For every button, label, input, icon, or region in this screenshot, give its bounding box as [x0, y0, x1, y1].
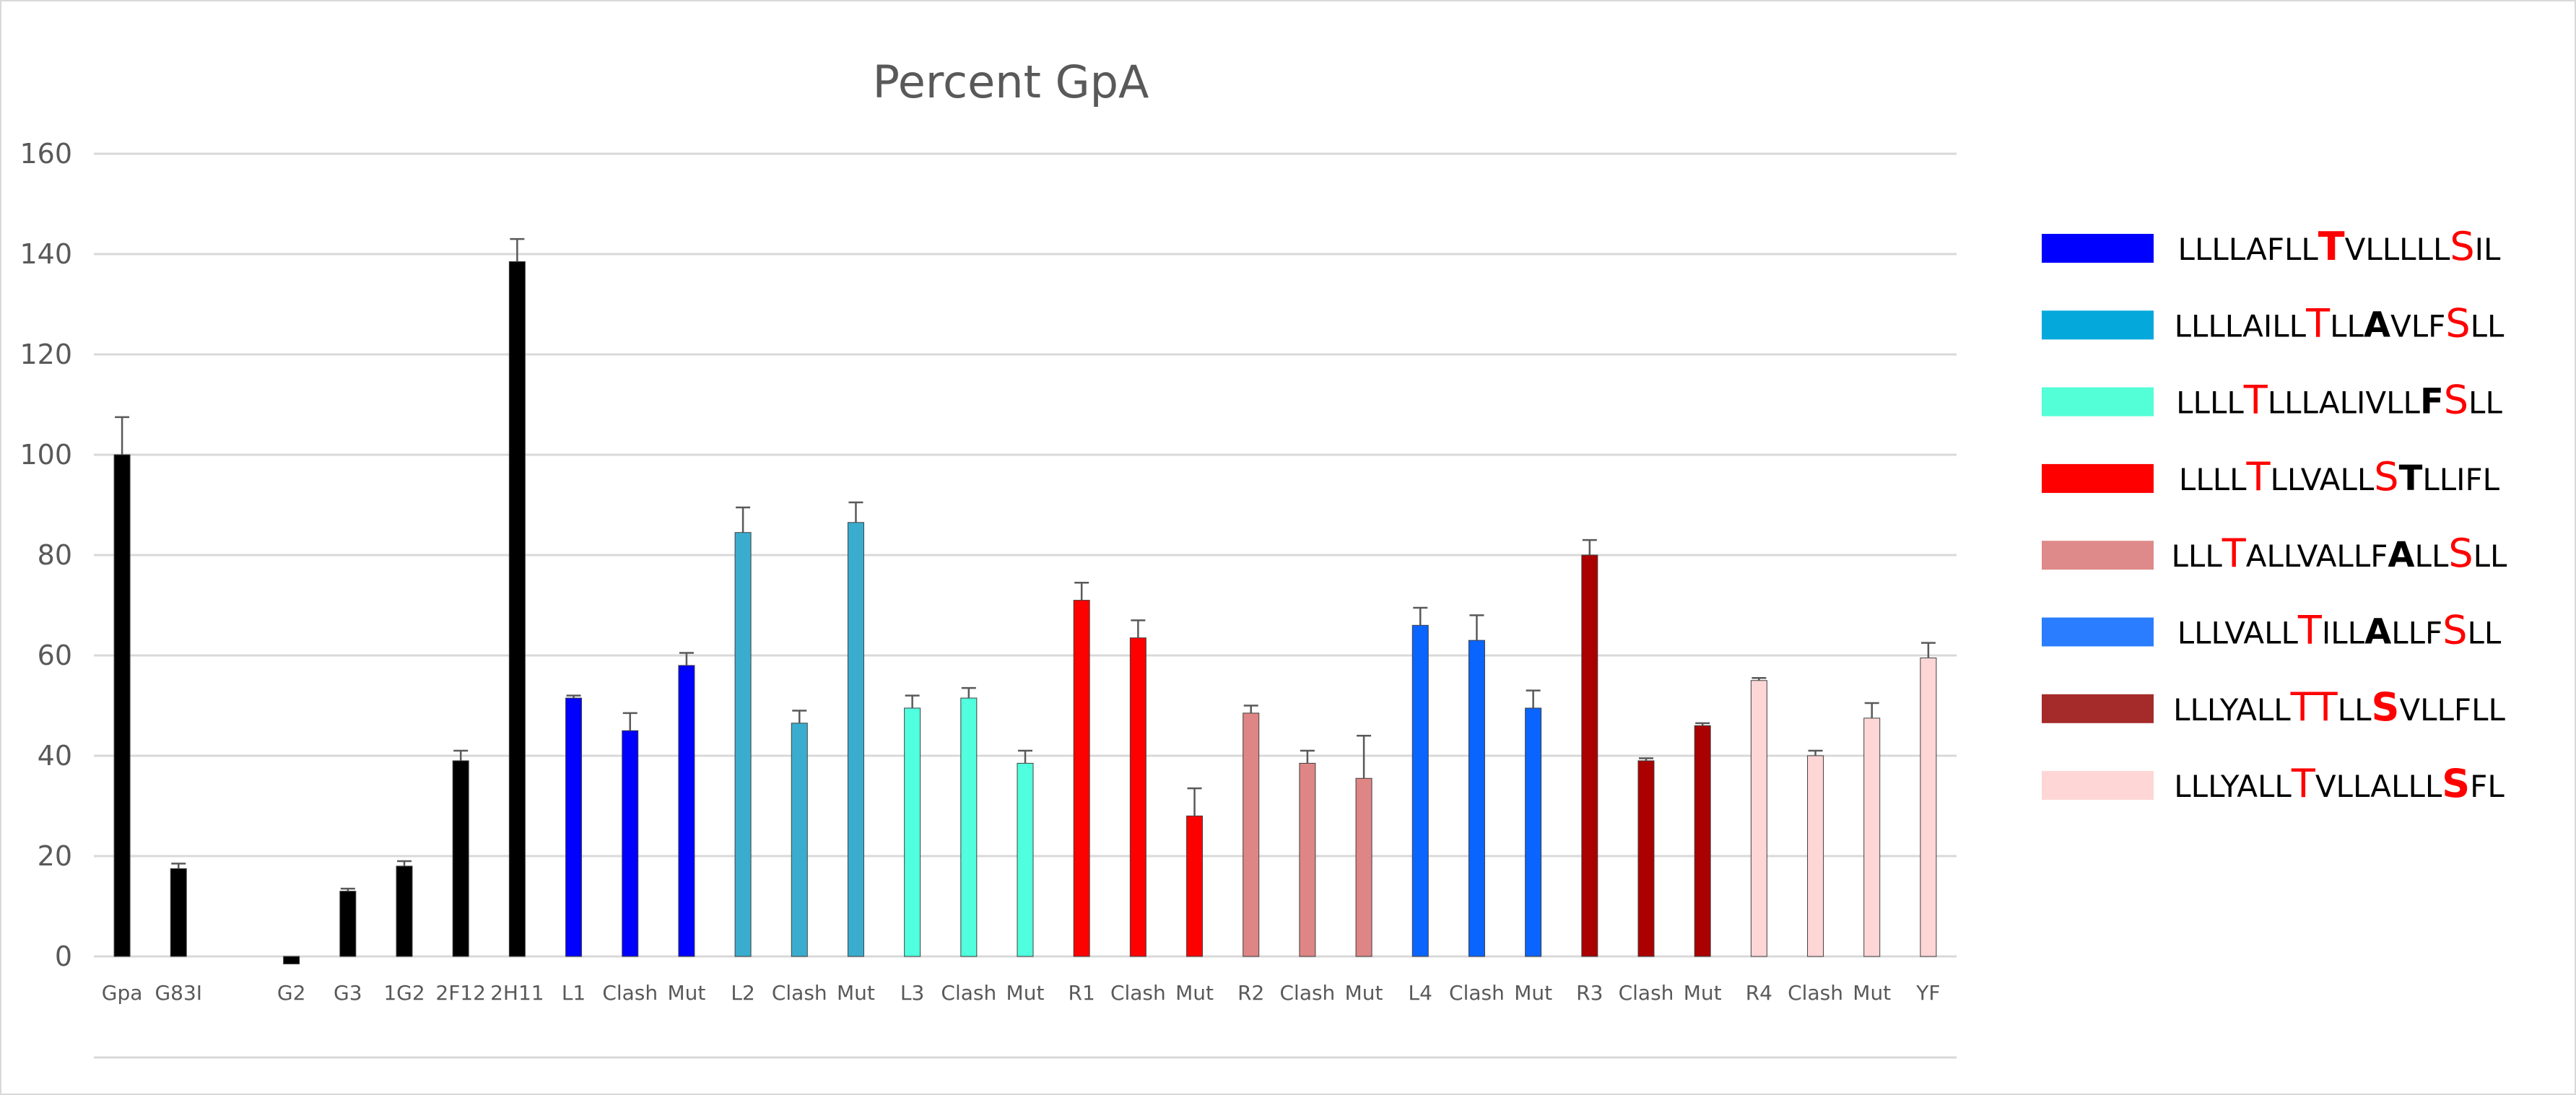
- legend-swatch: [2042, 541, 2154, 570]
- x-tick-label: Mut: [1175, 981, 1214, 1005]
- x-tick-label: Clash: [1788, 981, 1843, 1005]
- legend: LLLLAFLLTVLLLLLSIL LLLLAILLTLLAVLFSLL LLLL…: [2042, 224, 2507, 806]
- legend-swatch: [2042, 617, 2154, 647]
- x-tick-label: G3: [334, 981, 362, 1005]
- x-tick-label: Mut: [1853, 981, 1891, 1005]
- y-tick-label: 100: [19, 439, 72, 471]
- x-tick-label: Gpa: [102, 981, 143, 1005]
- x-tick-label: YF: [1915, 981, 1940, 1005]
- x-tick-label: 1G2: [383, 981, 425, 1005]
- bar: [960, 697, 978, 957]
- x-tick-label: Clash: [1279, 981, 1335, 1005]
- bar: [622, 730, 639, 957]
- bar: [170, 868, 187, 957]
- bar: [283, 956, 300, 964]
- bar: [1863, 717, 1881, 957]
- x-tick-label: Clash: [772, 981, 827, 1005]
- x-tick-label: 2H11: [490, 981, 544, 1005]
- y-tick-label: 40: [38, 740, 72, 772]
- x-tick-label: R2: [1237, 981, 1264, 1005]
- chart-title: Percent GpA: [873, 56, 1149, 108]
- x-tick-label: L1: [562, 981, 586, 1005]
- bar: [1920, 657, 1937, 957]
- x-tick-label: Mut: [1345, 981, 1383, 1005]
- legend-label: LLLLTLLLALIVLLFSLL: [2176, 378, 2502, 423]
- y-tick-label: 60: [38, 640, 72, 671]
- bars: [113, 237, 1937, 964]
- bar: [1468, 640, 1485, 957]
- bar: [113, 454, 131, 957]
- y-tick-label: 0: [55, 941, 72, 972]
- legend-swatch: [2042, 234, 2154, 263]
- bar: [1355, 777, 1372, 957]
- legend-swatch: [2042, 771, 2154, 800]
- bar: [1411, 624, 1429, 957]
- x-axis-ticks: Gpa G83I G2 G3 1G2 2F12 2H11 L1 Clash Mut L2 Clash M…: [102, 981, 1941, 1005]
- y-axis-ticks: 0 20 40 60 80 100 120 140 160: [19, 138, 72, 972]
- legend-swatch: [2042, 463, 2154, 493]
- bar: [678, 665, 695, 957]
- x-tick-label: Clash: [1449, 981, 1505, 1005]
- x-tick-label: G2: [277, 981, 306, 1005]
- bar: [1073, 600, 1090, 957]
- bar: [508, 261, 526, 957]
- x-tick-label: Mut: [1514, 981, 1552, 1005]
- bar: [847, 522, 864, 957]
- legend-label: LLLTALLVALLFALLSLL: [2172, 531, 2508, 576]
- bar: [1017, 762, 1034, 957]
- bar: [1243, 712, 1260, 957]
- x-tick-label: Clash: [602, 981, 658, 1005]
- x-tick-label: L2: [731, 981, 754, 1005]
- bar: [1807, 755, 1824, 957]
- bar: [1186, 815, 1204, 957]
- bar: [396, 865, 413, 957]
- y-tick-label: 140: [19, 238, 72, 270]
- bar: [734, 532, 752, 957]
- bar: [1525, 707, 1542, 957]
- legend-label: LLLLTLLVALLSTLLIFL: [2179, 454, 2500, 499]
- legend-label: LLLVALLTILLALLFSLL: [2177, 608, 2502, 653]
- legend-label: LLLYALLTVLLALLLSFL: [2174, 761, 2505, 806]
- bar: [1581, 554, 1598, 957]
- x-tick-label: Clash: [941, 981, 996, 1005]
- bar: [339, 891, 357, 957]
- y-tick-label: 80: [38, 539, 72, 571]
- x-tick-label: 2F12: [435, 981, 486, 1005]
- y-tick-label: 20: [38, 840, 72, 872]
- bar: [1694, 725, 1711, 957]
- x-tick-label: R3: [1576, 981, 1603, 1005]
- x-tick-label: L3: [900, 981, 924, 1005]
- bar: [904, 707, 921, 957]
- bar: [452, 760, 469, 957]
- bar: [1129, 637, 1146, 957]
- x-tick-label: Mut: [1006, 981, 1045, 1005]
- legend-swatch: [2042, 310, 2154, 340]
- y-tick-label: 160: [19, 138, 72, 170]
- legend-label: LLLYALLTTLLSVLLFLL: [2173, 684, 2505, 730]
- legend-swatch: [2042, 387, 2154, 416]
- x-tick-label: Mut: [667, 981, 705, 1005]
- bar: [1299, 762, 1316, 957]
- bar: [791, 723, 808, 957]
- bar: [565, 697, 583, 957]
- legend-swatch: [2042, 694, 2154, 723]
- x-tick-label: R4: [1746, 981, 1772, 1005]
- bar: [1750, 680, 1767, 957]
- legend-label: LLLLAFLLTVLLLLLSIL: [2178, 224, 2501, 269]
- x-tick-label: Clash: [1110, 981, 1166, 1005]
- x-tick-label: Mut: [1684, 981, 1722, 1005]
- x-tick-label: R1: [1069, 981, 1095, 1005]
- bar: [1637, 760, 1655, 957]
- x-tick-label: Mut: [837, 981, 875, 1005]
- x-tick-label: Clash: [1619, 981, 1674, 1005]
- x-tick-label: G83I: [155, 981, 202, 1005]
- y-tick-label: 120: [19, 339, 72, 370]
- legend-label: LLLLAILLTLLAVLFSLL: [2175, 300, 2505, 346]
- x-tick-label: L4: [1409, 981, 1432, 1005]
